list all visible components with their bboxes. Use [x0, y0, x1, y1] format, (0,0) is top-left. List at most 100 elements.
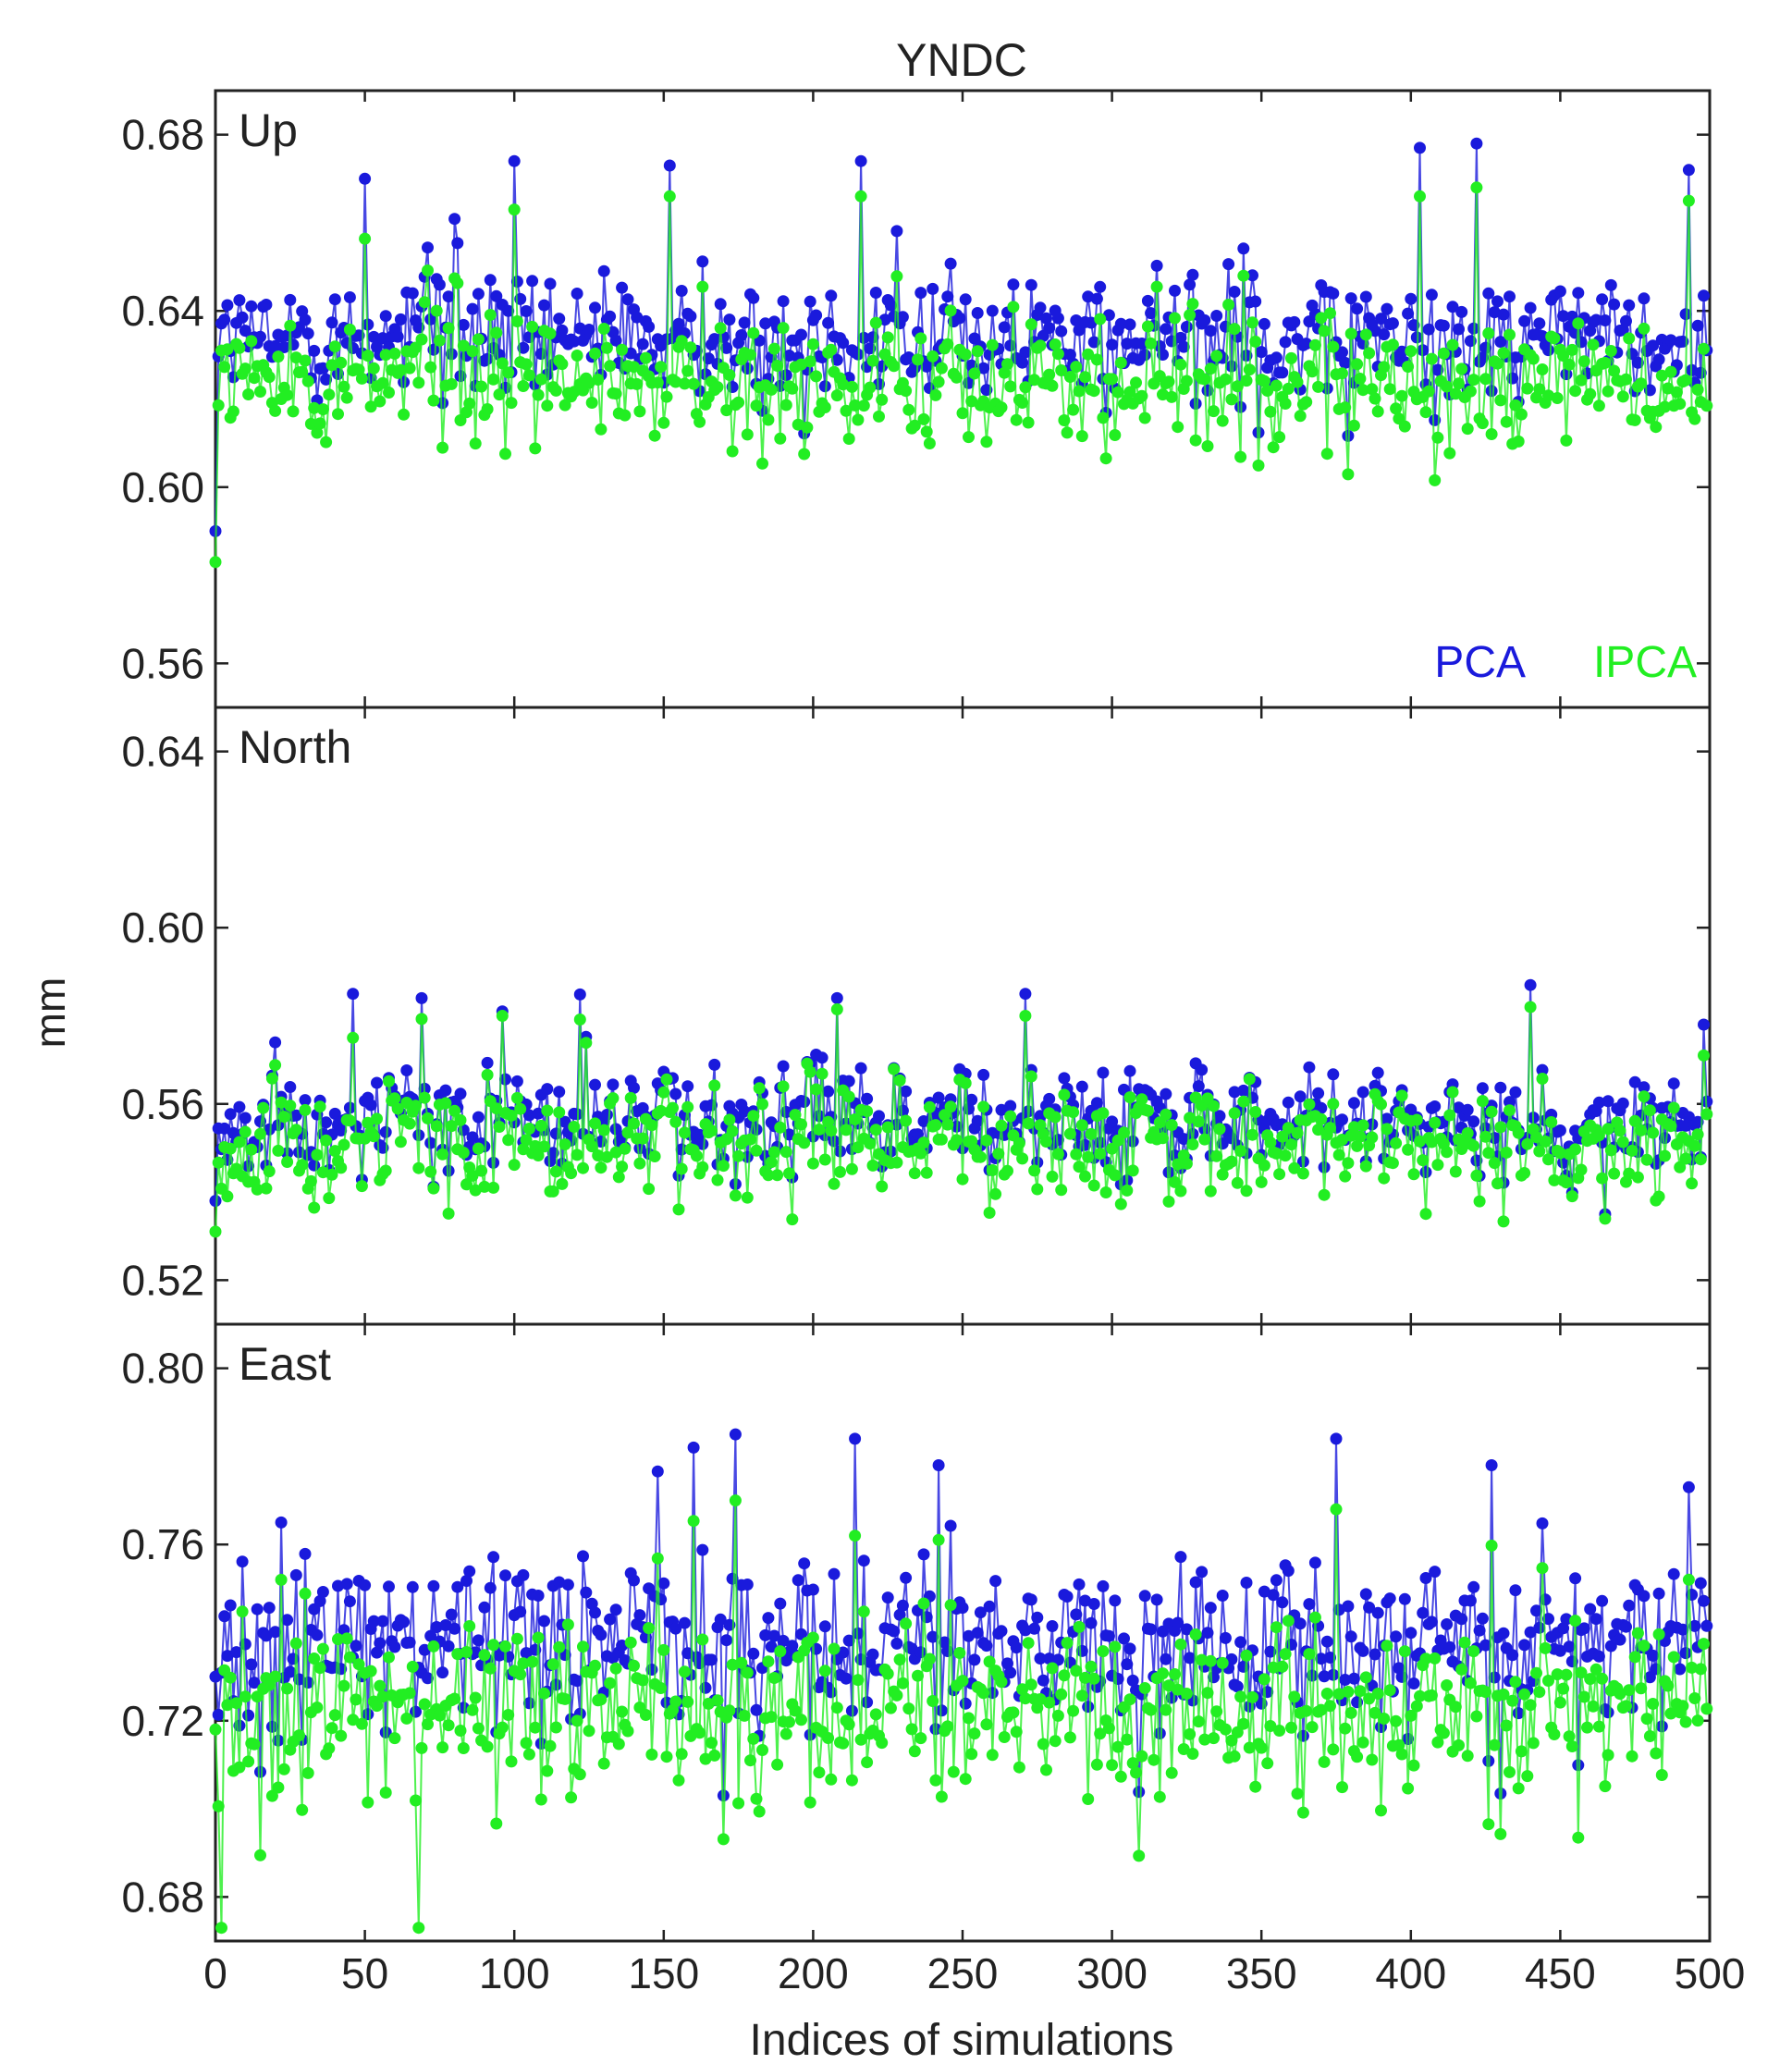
data-point	[1453, 1738, 1465, 1751]
data-point	[1279, 398, 1292, 410]
data-point	[792, 1574, 804, 1587]
data-point	[920, 1166, 933, 1179]
data-point	[951, 371, 963, 384]
data-point	[502, 1134, 515, 1147]
data-point	[854, 154, 867, 167]
data-point	[427, 1579, 440, 1592]
data-point	[801, 421, 814, 434]
data-point	[1082, 1793, 1095, 1805]
data-point	[657, 1086, 670, 1099]
data-point	[269, 1036, 282, 1049]
data-point	[941, 290, 954, 303]
data-point	[556, 324, 569, 337]
data-point	[287, 405, 300, 418]
data-point	[1390, 1136, 1403, 1149]
data-point	[313, 417, 326, 430]
data-point	[825, 1124, 838, 1137]
data-point	[1631, 356, 1644, 369]
data-point	[759, 1628, 772, 1641]
data-point	[212, 1708, 225, 1721]
data-point	[1070, 361, 1083, 374]
data-point	[726, 445, 739, 458]
data-point	[1482, 1818, 1495, 1831]
data-point	[556, 358, 569, 371]
data-point	[1542, 1153, 1554, 1166]
data-point	[589, 1117, 601, 1130]
data-point	[499, 1640, 511, 1652]
data-point	[388, 347, 401, 360]
data-point	[1488, 1132, 1501, 1145]
data-point	[422, 1672, 434, 1685]
data-point	[1476, 1095, 1489, 1108]
data-point	[1599, 356, 1612, 369]
data-point	[1485, 428, 1498, 440]
data-point	[1034, 339, 1047, 352]
data-point	[1339, 1170, 1352, 1183]
data-point	[580, 1586, 593, 1599]
data-point	[460, 1575, 473, 1587]
data-point	[1261, 385, 1274, 397]
data-point	[1620, 1620, 1632, 1633]
data-point	[376, 1690, 389, 1703]
data-point	[248, 1738, 261, 1751]
data-point	[1375, 1098, 1387, 1111]
data-point	[1572, 1831, 1585, 1844]
data-point	[1237, 1095, 1250, 1108]
data-point	[1506, 372, 1519, 385]
data-point	[825, 289, 838, 302]
data-point	[1652, 1628, 1665, 1640]
data-point	[1300, 338, 1313, 350]
data-point	[1327, 1068, 1340, 1081]
data-point	[1417, 1606, 1430, 1619]
data-point	[1067, 403, 1080, 416]
y-axis-label: mm	[26, 977, 74, 1049]
data-point	[1210, 350, 1223, 362]
data-point	[510, 276, 523, 288]
data-point	[1354, 373, 1367, 385]
data-point	[1342, 1157, 1355, 1170]
data-point	[350, 1640, 362, 1652]
data-point	[1231, 1680, 1244, 1693]
data-point	[971, 307, 984, 319]
data-point	[1294, 1617, 1307, 1630]
data-point	[436, 441, 449, 454]
data-point	[675, 1143, 688, 1156]
data-point	[619, 409, 632, 422]
data-point	[941, 338, 954, 350]
data-point	[1518, 1639, 1531, 1652]
y-tick-label: 0.56	[121, 639, 204, 687]
data-point	[1429, 1652, 1442, 1665]
data-point	[1518, 1688, 1531, 1701]
data-point	[631, 311, 644, 324]
data-point	[242, 1160, 255, 1173]
data-point	[804, 295, 816, 308]
data-point	[1308, 338, 1321, 351]
data-point	[571, 1714, 583, 1727]
data-point	[678, 1616, 691, 1629]
data-point	[834, 1165, 846, 1178]
data-point	[1536, 1517, 1549, 1530]
data-point	[379, 1726, 392, 1738]
data-point	[932, 1091, 945, 1104]
data-point	[538, 1140, 550, 1153]
data-point	[1608, 364, 1621, 377]
data-point	[1097, 1066, 1110, 1079]
data-point	[289, 1568, 302, 1581]
data-point	[1073, 1578, 1086, 1591]
data-point	[765, 1711, 778, 1724]
data-point	[224, 1671, 237, 1684]
data-point	[1177, 1743, 1190, 1755]
data-point	[304, 417, 317, 430]
data-point	[269, 1059, 282, 1072]
data-point	[1219, 1631, 1232, 1644]
data-point	[406, 287, 419, 300]
data-point	[983, 1600, 996, 1613]
data-point	[1049, 1111, 1062, 1124]
data-point	[1602, 385, 1614, 398]
data-point	[568, 335, 581, 348]
data-point	[376, 376, 389, 389]
data-point	[248, 372, 261, 385]
y-tick-label: 0.64	[121, 287, 204, 335]
data-point	[711, 381, 724, 394]
data-point	[929, 1119, 942, 1132]
